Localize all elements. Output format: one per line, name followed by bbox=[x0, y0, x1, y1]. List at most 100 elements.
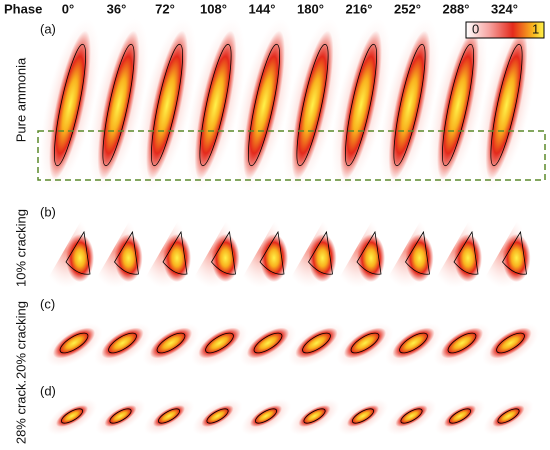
flame-core bbox=[49, 30, 91, 180]
flame-contour bbox=[102, 43, 135, 167]
flame-core bbox=[388, 30, 431, 180]
flame-contour bbox=[441, 43, 475, 167]
flame-core bbox=[243, 30, 285, 180]
flame-core bbox=[163, 234, 191, 282]
flame-contour bbox=[296, 43, 329, 167]
flame-contour bbox=[448, 408, 472, 424]
flame-image bbox=[40, 18, 100, 192]
flame-core bbox=[246, 327, 290, 359]
flame-image bbox=[433, 323, 491, 367]
phase-header: 180° bbox=[297, 1, 324, 16]
flame-contour bbox=[496, 332, 525, 354]
phase-header: 36° bbox=[107, 1, 127, 16]
flame-image bbox=[45, 323, 103, 367]
flame-image bbox=[236, 215, 288, 288]
flame-contour bbox=[453, 230, 479, 275]
flame-core bbox=[437, 30, 479, 180]
flame-contour bbox=[303, 408, 326, 424]
flame-contour bbox=[157, 408, 181, 424]
flame-core bbox=[440, 327, 484, 359]
flame-image bbox=[94, 323, 151, 367]
flame-image bbox=[483, 399, 534, 435]
flame-core bbox=[114, 234, 143, 282]
flame-image bbox=[191, 323, 248, 367]
flame-image bbox=[185, 18, 246, 192]
flame-contour bbox=[350, 332, 380, 354]
flame-core bbox=[444, 405, 476, 427]
flame-row bbox=[42, 215, 531, 288]
flame-core bbox=[211, 234, 240, 282]
flame-core bbox=[56, 405, 88, 427]
flame-image bbox=[284, 215, 337, 288]
flame-core bbox=[492, 405, 525, 427]
flame-contour bbox=[400, 408, 423, 424]
flame-core bbox=[52, 327, 96, 359]
flame-core bbox=[97, 30, 140, 180]
flame-contour bbox=[109, 408, 132, 424]
row-letter: (d) bbox=[40, 383, 56, 398]
flame-core bbox=[485, 30, 528, 180]
phase-header: 0° bbox=[62, 1, 74, 16]
flame-contour bbox=[356, 230, 382, 275]
phase-label: Phase bbox=[4, 1, 42, 16]
flame-contour bbox=[497, 408, 520, 424]
flame-core bbox=[101, 327, 144, 359]
flame-core bbox=[308, 234, 337, 282]
flame-core bbox=[104, 405, 137, 427]
flame-image bbox=[88, 18, 149, 192]
flame-image bbox=[478, 215, 531, 288]
flame-core bbox=[392, 327, 435, 359]
flame-image bbox=[143, 399, 195, 435]
phase-header: 144° bbox=[249, 1, 276, 16]
flame-core bbox=[149, 327, 193, 359]
phase-header: 324° bbox=[491, 1, 518, 16]
flame-image bbox=[137, 18, 197, 192]
flame-core bbox=[194, 30, 237, 180]
phase-header: 288° bbox=[443, 1, 470, 16]
colorbar: 0 1 bbox=[465, 21, 545, 39]
flame-image bbox=[46, 399, 98, 435]
flame-row bbox=[45, 323, 539, 367]
flame-contour bbox=[59, 332, 89, 354]
flame-image bbox=[90, 215, 143, 288]
flame-image bbox=[428, 18, 488, 192]
flame-image bbox=[282, 18, 343, 192]
flame-contour bbox=[114, 230, 139, 275]
flame-image bbox=[482, 323, 539, 367]
flame-contour bbox=[393, 43, 426, 167]
flame-image bbox=[385, 323, 442, 367]
flame-image bbox=[333, 215, 385, 288]
flame-core bbox=[489, 327, 532, 359]
flame-contour bbox=[247, 43, 281, 167]
flame-contour bbox=[205, 332, 234, 354]
row-title: 28% crack. bbox=[13, 380, 28, 444]
flame-core bbox=[250, 405, 282, 427]
flame-image bbox=[42, 215, 94, 288]
flame-contour bbox=[405, 230, 430, 275]
flame-image bbox=[288, 323, 345, 367]
row-title: 10% cracking bbox=[13, 209, 28, 287]
flame-image bbox=[331, 18, 391, 192]
flame-contour bbox=[108, 332, 137, 354]
flame-core bbox=[146, 30, 188, 180]
flame-contour bbox=[60, 408, 84, 424]
flame-image bbox=[240, 399, 292, 435]
flame-image bbox=[379, 18, 440, 192]
flame-core bbox=[260, 234, 288, 282]
flame-row bbox=[40, 18, 537, 192]
flame-row bbox=[46, 399, 534, 435]
flame-contour bbox=[308, 230, 333, 275]
colorbar-min: 0 bbox=[472, 21, 479, 36]
flame-core bbox=[198, 327, 241, 359]
flame-contour bbox=[199, 43, 232, 167]
flame-contour bbox=[211, 230, 236, 275]
flame-image bbox=[336, 323, 394, 367]
row-title: Pure ammonia bbox=[13, 57, 28, 142]
flame-contour bbox=[344, 43, 378, 167]
flame-image bbox=[289, 399, 340, 435]
phase-header: 252° bbox=[394, 1, 421, 16]
flame-core bbox=[153, 405, 185, 427]
flame-contour bbox=[206, 408, 229, 424]
row-letter: (a) bbox=[40, 21, 56, 36]
